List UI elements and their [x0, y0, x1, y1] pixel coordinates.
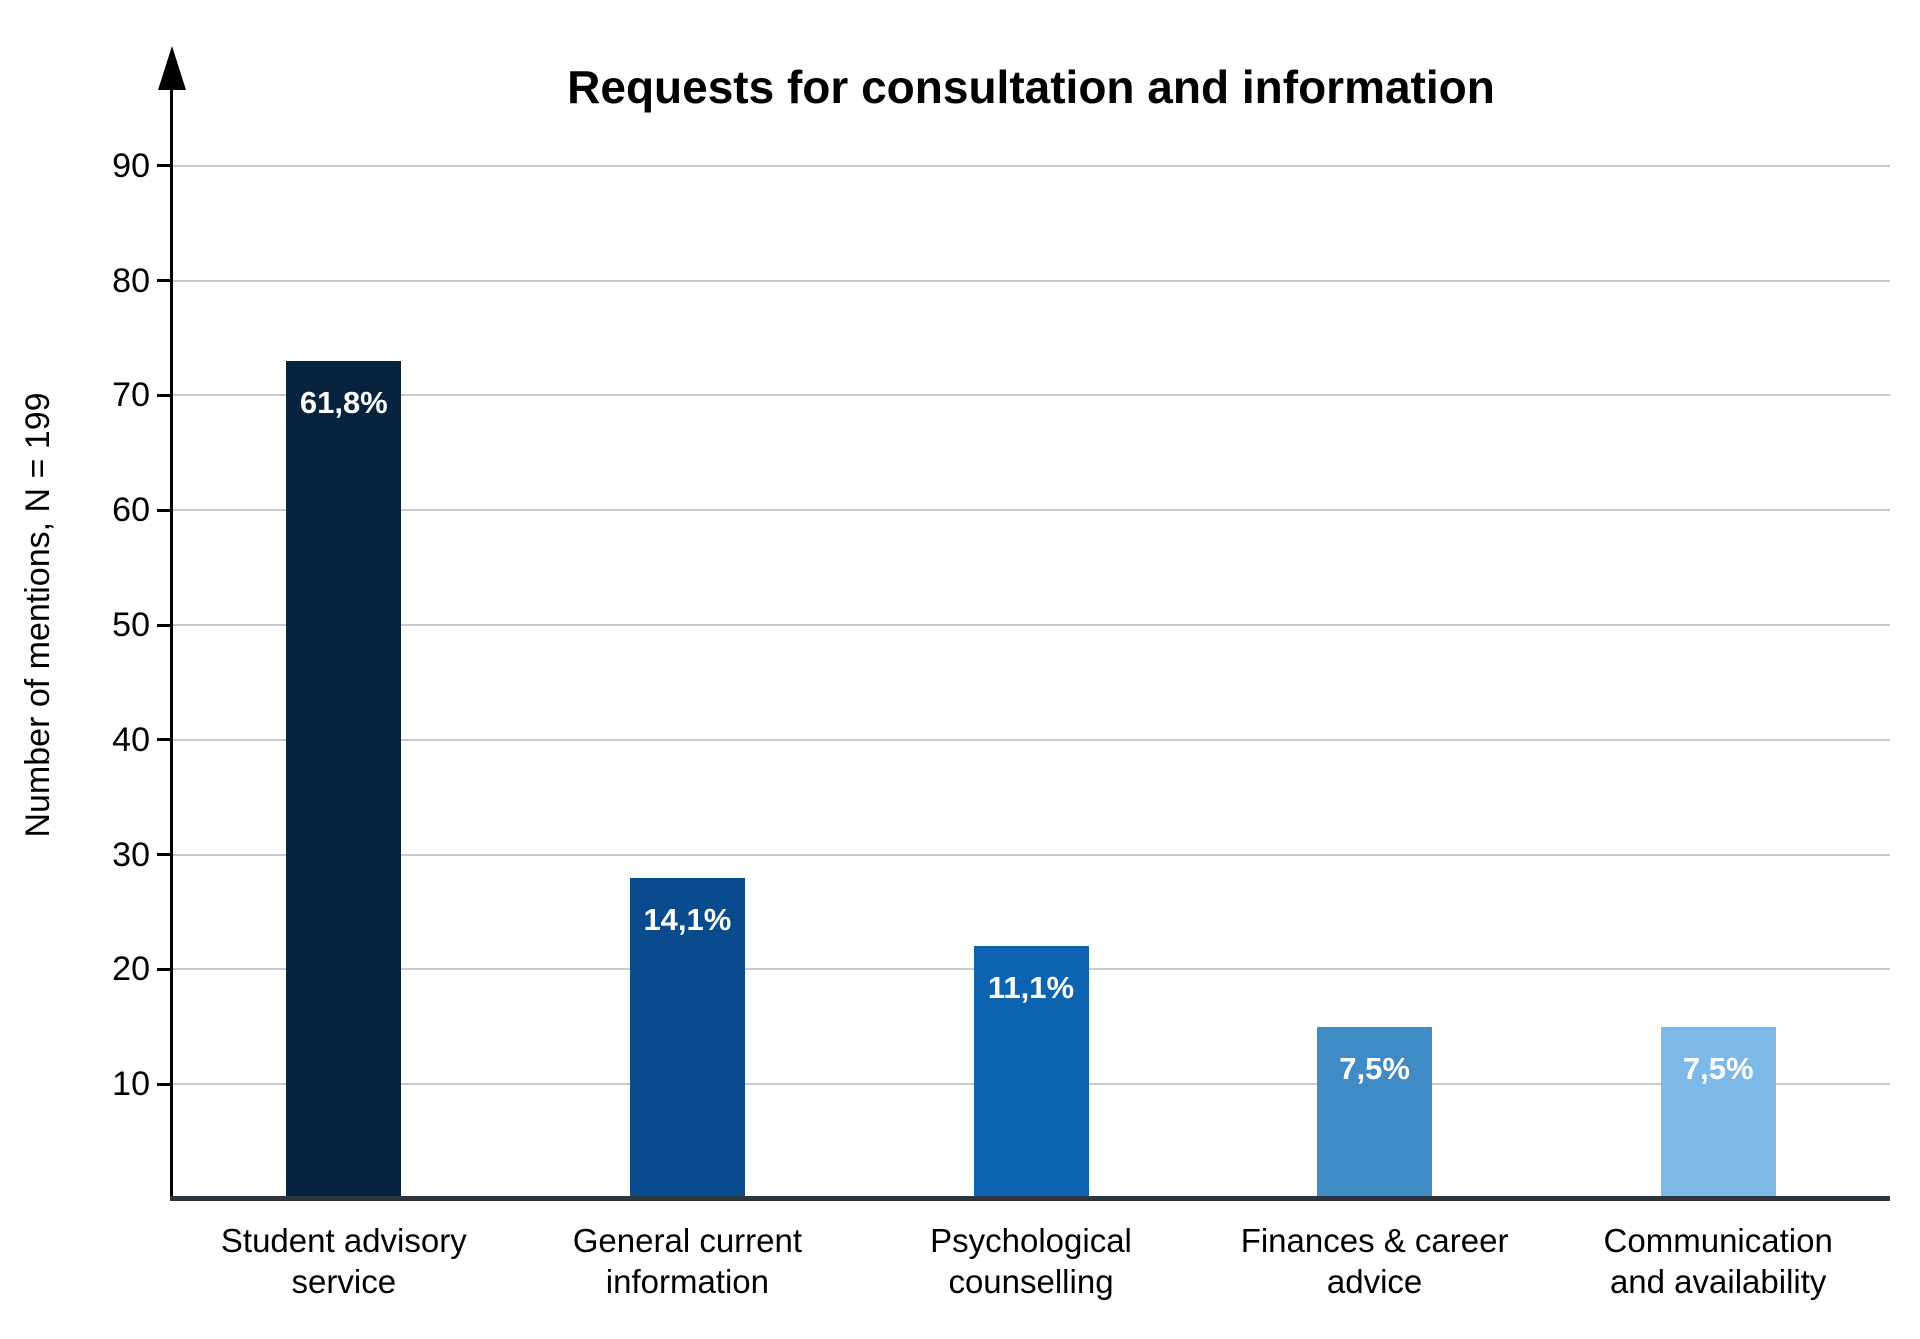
y-tick-label-70: 70 [112, 376, 150, 415]
y-tick-mark-40 [157, 738, 172, 742]
y-tick-mark-50 [157, 623, 172, 627]
x-category-label-line: Student advisory [220, 1222, 467, 1259]
y-axis-arrow-icon [158, 46, 186, 90]
x-category-label-general-current-information: General current information [515, 1220, 859, 1302]
y-tick-label-20: 20 [112, 950, 150, 989]
x-category-label-line: Psychological [930, 1222, 1132, 1259]
y-tick-label-90: 90 [112, 146, 150, 185]
gridline-30 [172, 853, 1890, 856]
x-category-label-communication-and-availability: Communication and availability [1546, 1220, 1890, 1302]
x-category-label-line: Communication [1603, 1222, 1833, 1259]
gridline-60 [172, 509, 1890, 512]
y-tick-mark-80 [157, 279, 172, 283]
y-tick-label-40: 40 [112, 720, 150, 759]
y-tick-label-10: 10 [112, 1065, 150, 1104]
y-tick-label-30: 30 [112, 835, 150, 874]
x-category-label-student-advisory-service: Student advisory service [172, 1220, 516, 1302]
bar-communication-and-availability: 7,5% [1660, 1026, 1776, 1197]
bar-value-label-psychological-counselling: 11,1% [987, 970, 1075, 1006]
x-category-label-finances-career-advice: Finances & career advice [1203, 1220, 1547, 1302]
x-category-label-line: and availability [1609, 1263, 1827, 1300]
y-tick-mark-70 [157, 393, 172, 397]
y-tick-mark-90 [157, 164, 172, 168]
bar-psychological-counselling: 11,1% [973, 946, 1089, 1197]
x-category-label-line: information [605, 1263, 770, 1300]
y-tick-label-50: 50 [112, 606, 150, 644]
y-tick-mark-10 [157, 1082, 172, 1086]
x-category-label-psychological-counselling: Psychological counselling [859, 1220, 1203, 1302]
x-category-label-line: service [291, 1263, 397, 1300]
bar-value-label-finances-career-advice: 7,5% [1339, 1050, 1410, 1086]
x-category-label-line: counselling [948, 1263, 1114, 1300]
gridline-90 [172, 164, 1890, 167]
gridline-70 [172, 394, 1890, 397]
bar-value-label-communication-and-availability: 7,5% [1682, 1050, 1754, 1086]
chart-title: Requests for consultation and informatio… [567, 61, 1495, 113]
bar-general-current-information: 14,1% [629, 877, 745, 1197]
y-tick-label-80: 80 [112, 261, 150, 300]
bar-finances-career-advice: 7,5% [1317, 1026, 1433, 1197]
x-category-label-line: advice [1326, 1263, 1423, 1300]
x-category-label-line: General current [572, 1222, 803, 1259]
gridline-50 [172, 624, 1890, 626]
y-tick-mark-20 [157, 967, 172, 971]
y-tick-mark-60 [157, 508, 172, 512]
bar-student-advisory-service: 61,8% [286, 360, 402, 1197]
y-axis-line [170, 84, 173, 1198]
x-category-label-line: Finances & career [1240, 1222, 1509, 1259]
gridline-80 [172, 279, 1890, 282]
x-axis-line [170, 1196, 1890, 1201]
bar-value-label-general-current-information: 14,1% [643, 901, 732, 937]
y-tick-mark-30 [157, 853, 172, 857]
gridline-40 [172, 738, 1890, 741]
bar-value-label-student-advisory-service: 61,8% [299, 384, 388, 420]
y-tick-label-60: 60 [112, 491, 150, 530]
